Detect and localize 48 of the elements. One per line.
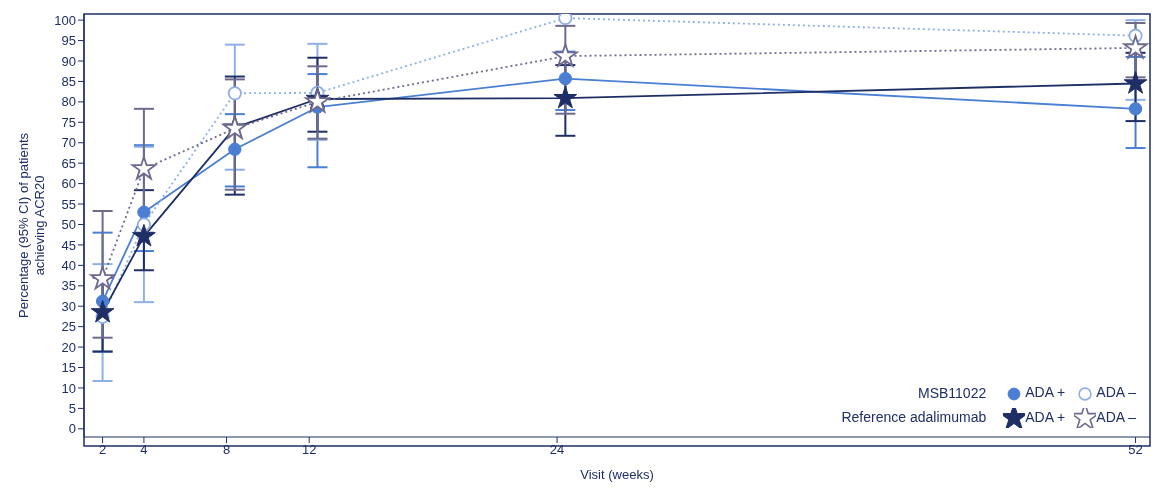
y-tick-label: 10: [61, 380, 76, 396]
y-tick-label: 95: [61, 33, 76, 49]
x-tick-label: 24: [549, 442, 565, 458]
y-tick-label: 45: [61, 237, 76, 253]
y-tick-label: 40: [61, 257, 76, 273]
y-tick-label: 55: [61, 196, 76, 212]
y-tick-label: 20: [61, 339, 76, 355]
y-tick-label: 90: [61, 53, 76, 69]
y-tick-label: 50: [61, 217, 76, 233]
annotation: MSB11022: [916, 383, 988, 403]
y-tick-label: 60: [61, 176, 76, 192]
point: [137, 205, 151, 219]
y-tick-label: 65: [61, 155, 76, 171]
point: [228, 142, 242, 156]
y-tick-label: 30: [61, 298, 76, 314]
point: [553, 85, 578, 109]
y-tick-label: 25: [61, 319, 76, 335]
y-tick-label: 100: [54, 12, 76, 28]
y-tick-label: 85: [61, 74, 76, 90]
annotation: Reference adalimumab: [840, 407, 988, 427]
legend-label: ADA +: [1025, 408, 1066, 425]
point: [132, 223, 156, 247]
legend-label: ADA –: [1096, 408, 1136, 425]
point: [558, 71, 573, 86]
y-tick-label: 80: [61, 94, 76, 110]
y-tick-label: 5: [68, 401, 76, 417]
y-tick-label: 75: [61, 114, 76, 130]
point: [227, 86, 242, 101]
y-axis-title: Percentage (95% CI) of patients achieving ACR20: [16, 132, 47, 318]
x-tick-label: 52: [1128, 442, 1143, 458]
point: [1128, 102, 1143, 116]
point: [553, 43, 578, 67]
point: [1123, 71, 1148, 94]
x-tick-label: 12: [301, 442, 317, 458]
y-tick-label: 0: [68, 421, 76, 437]
y-tick-label: 35: [61, 278, 76, 294]
point: [90, 266, 115, 290]
y-tick-label: 15: [61, 360, 76, 376]
x-tick-label: 8: [222, 442, 231, 458]
y-tick-label: 70: [61, 135, 76, 151]
x-tick-label: 4: [140, 442, 148, 458]
legend-label: ADA –: [1096, 384, 1136, 401]
point: [131, 156, 157, 180]
x-tick-label: 2: [98, 442, 107, 458]
point: [90, 299, 115, 323]
legend-label: ADA +: [1025, 384, 1066, 401]
point: [1123, 35, 1148, 59]
x-axis-title: Visit (weeks): [580, 467, 654, 482]
